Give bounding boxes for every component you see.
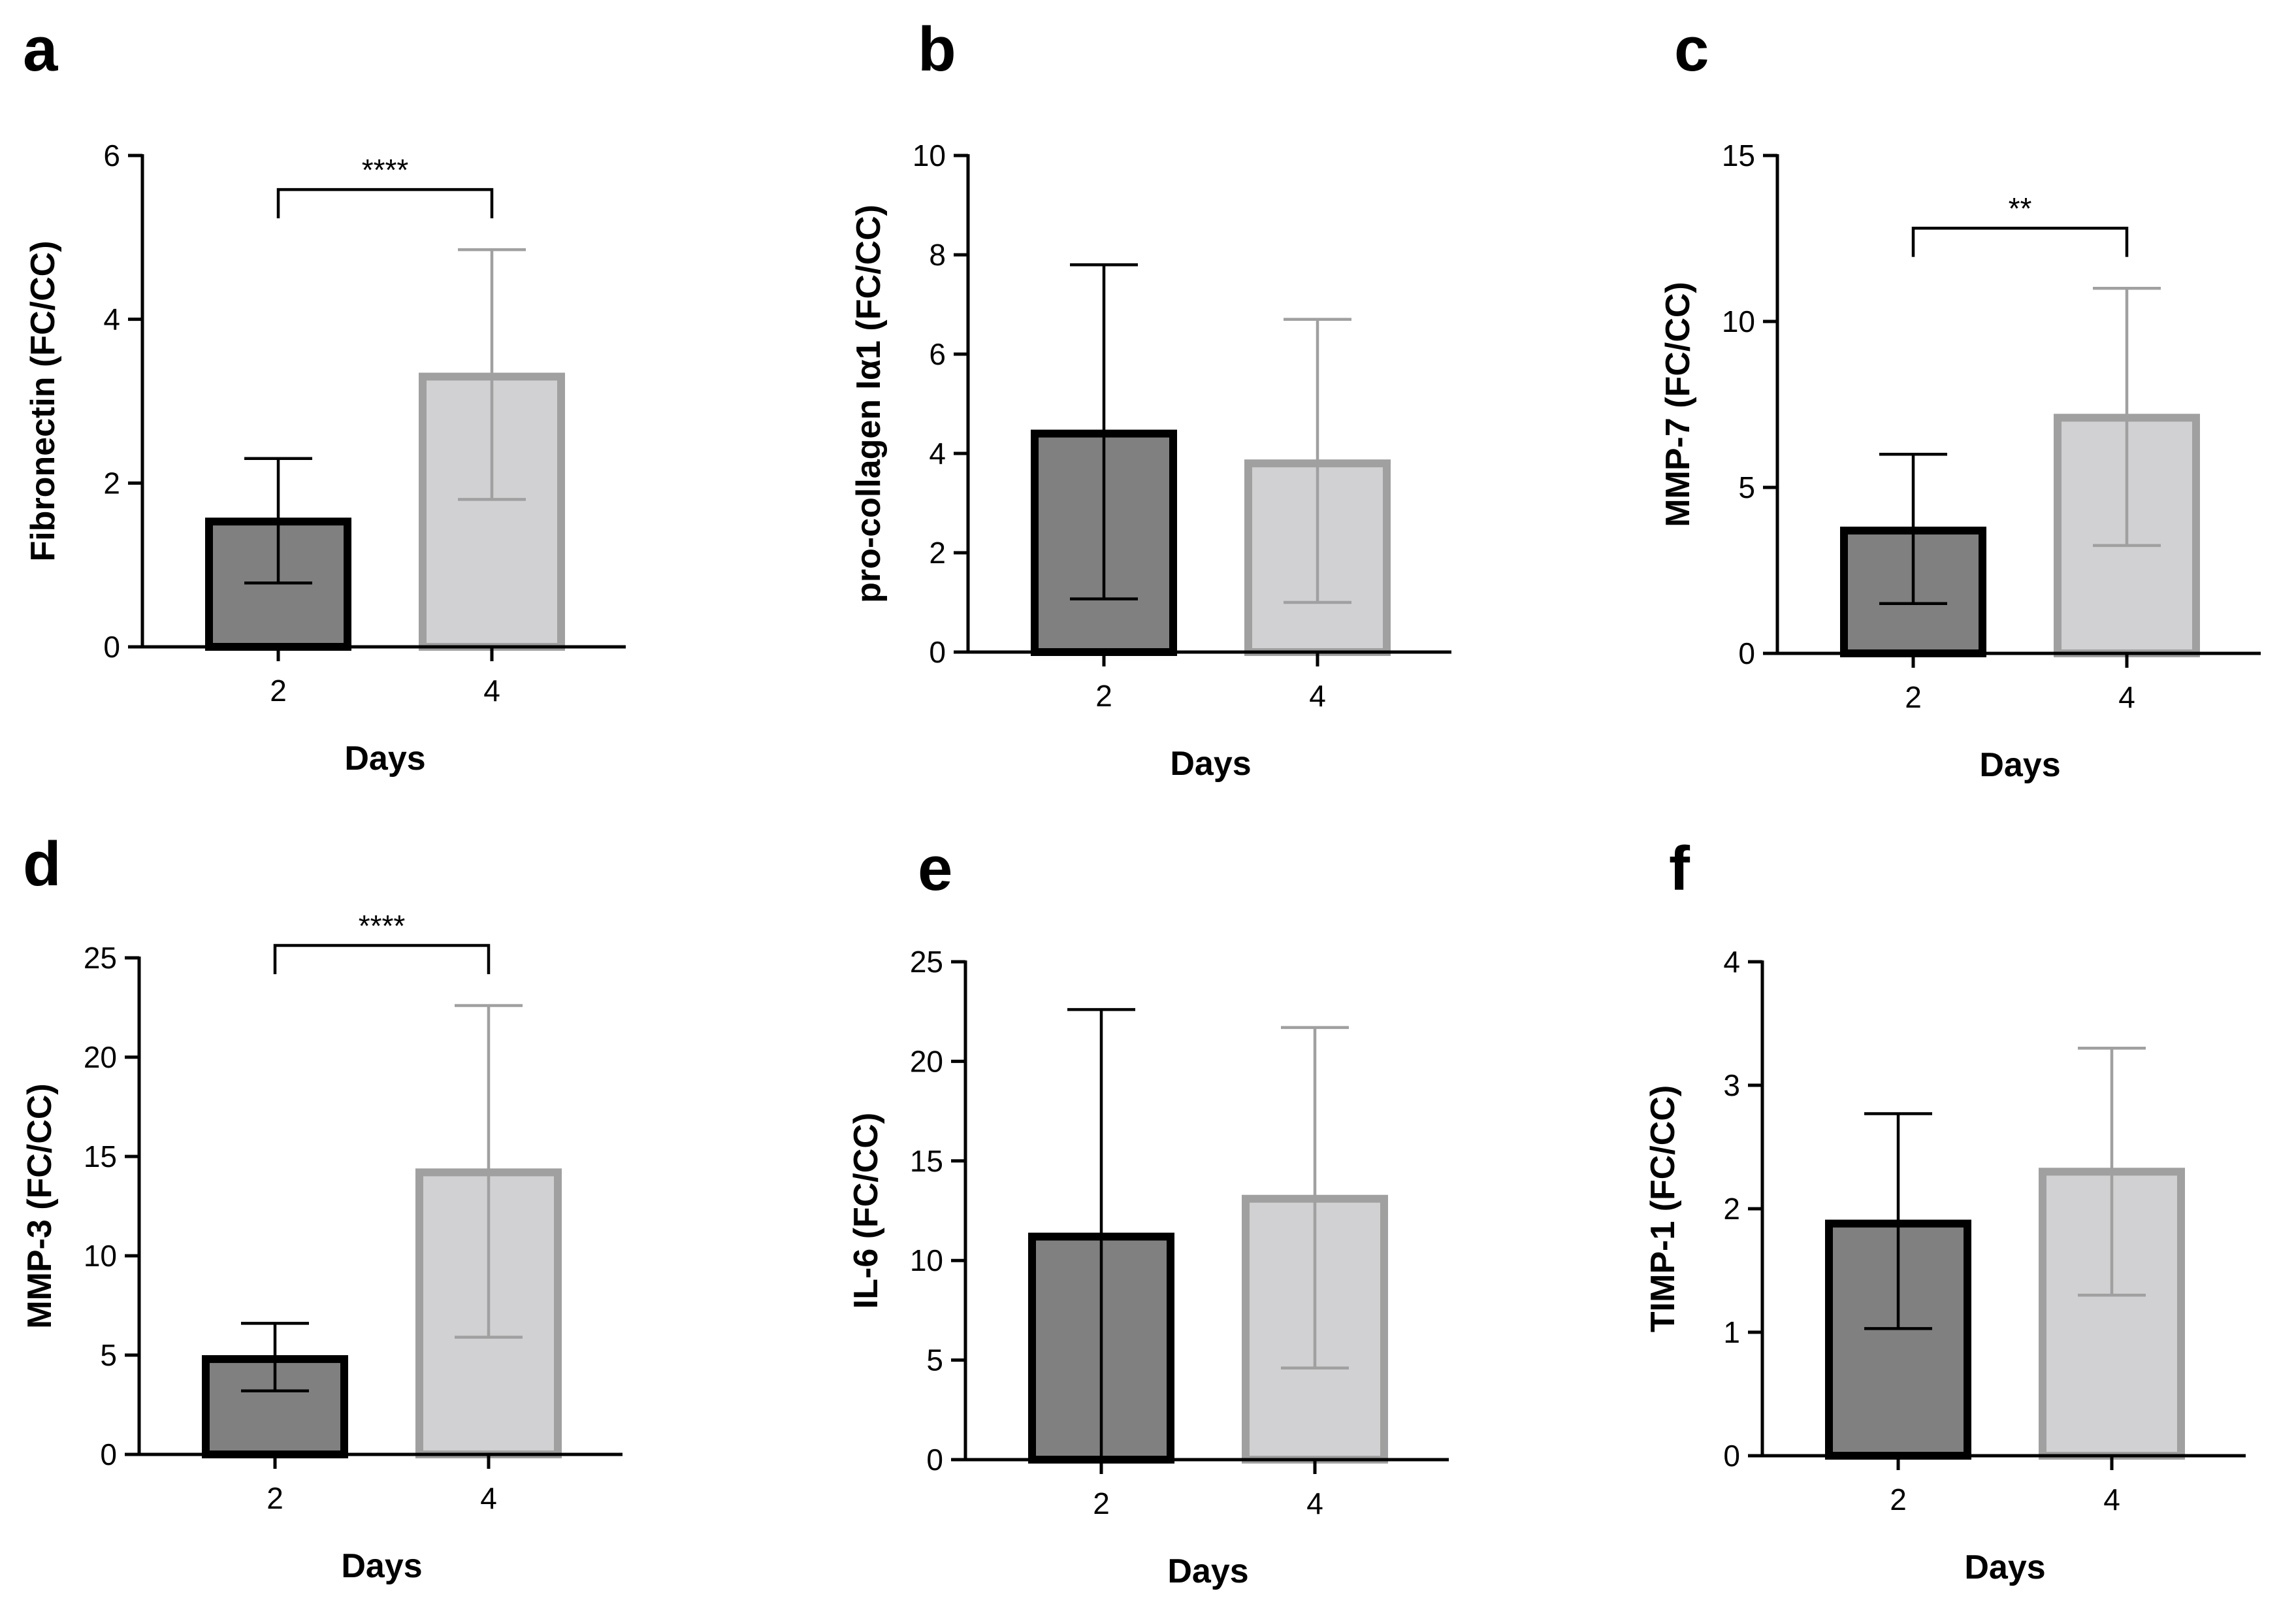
panel-e: e 0 5 10 15 20 25 2 4 Days IL-6 (FC/CC) — [847, 834, 1449, 1590]
y-tick-label: 8 — [929, 238, 946, 272]
panel-b: b 0 2 4 6 8 10 2 4 Days pro-collagen Iα1 (FC/CC) — [850, 14, 1451, 783]
y-axis-title: pro-collagen Iα1 (FC/CC) — [850, 205, 888, 603]
x-axis-title: Days — [1979, 746, 2060, 784]
error-bar-day-4 — [2093, 286, 2161, 548]
y-tick-label: 20 — [84, 1040, 117, 1074]
y-tick-label: 10 — [910, 1243, 943, 1277]
y-tick-label: 0 — [1738, 636, 1755, 670]
x-tick-label: 4 — [2118, 680, 2135, 714]
y-tick-label: 1 — [1723, 1315, 1740, 1349]
y-tick-label: 2 — [929, 536, 946, 570]
y-tick-label: 2 — [1723, 1192, 1740, 1226]
x-axis-title: Days — [1170, 745, 1251, 783]
y-tick-label: 6 — [103, 139, 120, 172]
y-tick-label: 2 — [103, 466, 120, 500]
y-tick-label: 10 — [84, 1239, 117, 1273]
y-tick-label: 0 — [103, 630, 120, 664]
x-tick-label: 2 — [1905, 680, 1922, 714]
x-tick-label: 4 — [1306, 1486, 1323, 1520]
y-tick-label: 15 — [910, 1144, 943, 1178]
x-tick-label: 2 — [1093, 1486, 1110, 1520]
panel-letter: a — [23, 14, 58, 84]
y-tick-label: 5 — [100, 1338, 117, 1372]
y-tick-label: 3 — [1723, 1068, 1740, 1102]
y-tick-label: 15 — [84, 1139, 117, 1173]
significance-label: **** — [359, 909, 406, 943]
x-axis-title: Days — [1167, 1552, 1248, 1590]
y-tick-label: 4 — [103, 303, 120, 336]
panel-letter: f — [1669, 834, 1690, 904]
y-tick-label: 5 — [1738, 470, 1755, 504]
error-bar-day-2 — [1070, 263, 1138, 600]
x-axis-title: Days — [1964, 1549, 2045, 1586]
significance-bracket — [273, 943, 491, 974]
error-bar-day-2 — [244, 457, 312, 585]
y-tick-label: 25 — [910, 945, 943, 979]
y-tick-label: 15 — [1722, 139, 1755, 172]
y-tick-label: 20 — [910, 1044, 943, 1078]
panel-letter: b — [918, 14, 956, 84]
error-bar-day-4 — [1281, 1026, 1349, 1370]
y-tick-label: 4 — [1723, 945, 1740, 979]
y-tick-label: 0 — [1723, 1439, 1740, 1473]
panel-letter: e — [918, 834, 952, 904]
y-tick-label: 5 — [926, 1343, 943, 1377]
error-bar-day-4 — [458, 248, 526, 501]
significance-label: **** — [362, 153, 409, 187]
y-axis-title: MMP-3 (FC/CC) — [21, 1083, 59, 1329]
x-tick-label: 2 — [270, 674, 287, 708]
error-bar-day-2 — [241, 1322, 309, 1392]
error-bar-day-2 — [1864, 1112, 1932, 1330]
y-tick-label: 10 — [913, 139, 946, 172]
panel-a: a 0 2 4 6 2 4 Days Fibronectin (FC/CC) **** — [23, 14, 626, 778]
x-tick-label: 4 — [2103, 1483, 2120, 1516]
y-axis-title: MMP-7 (FC/CC) — [1659, 282, 1697, 527]
x-tick-label: 4 — [480, 1481, 497, 1515]
panel-letter: c — [1674, 14, 1709, 84]
significance-label: ** — [2009, 191, 2032, 225]
y-tick-label: 6 — [929, 337, 946, 371]
panel-d: d 0 5 10 15 20 25 2 4 Days MMP-3 (FC/CC) **** — [21, 829, 623, 1585]
significance-bracket — [1911, 226, 2129, 257]
y-tick-label: 4 — [929, 436, 946, 470]
x-axis-title: Days — [341, 1547, 422, 1585]
x-tick-label: 4 — [483, 674, 500, 708]
panel-letter: d — [23, 829, 61, 899]
error-bar-day-4 — [2078, 1047, 2146, 1297]
x-tick-label: 2 — [1890, 1483, 1907, 1516]
x-tick-label: 4 — [1309, 679, 1326, 713]
significance-bracket — [276, 188, 494, 219]
y-tick-label: 0 — [100, 1437, 117, 1471]
y-tick-label: 10 — [1722, 304, 1755, 338]
panel-c: c 0 5 10 15 2 4 Days MMP-7 (FC/CC) ** — [1659, 14, 2261, 784]
error-bar-day-4 — [1284, 318, 1351, 604]
error-bar-day-4 — [455, 1004, 523, 1339]
y-axis-title: Fibronectin (FC/CC) — [24, 240, 62, 561]
x-axis-title: Days — [344, 740, 425, 778]
y-tick-label: 0 — [929, 635, 946, 669]
y-axis-title: TIMP-1 (FC/CC) — [1644, 1085, 1682, 1332]
panel-f: f 0 1 2 3 4 2 4 Days TIMP-1 (FC/CC) — [1644, 834, 2246, 1586]
y-tick-label: 25 — [84, 941, 117, 975]
x-tick-label: 2 — [267, 1481, 283, 1515]
y-axis-title: IL-6 (FC/CC) — [847, 1113, 885, 1309]
x-tick-label: 2 — [1095, 679, 1112, 713]
error-bar-day-2 — [1879, 452, 1947, 606]
y-tick-label: 0 — [926, 1443, 943, 1477]
